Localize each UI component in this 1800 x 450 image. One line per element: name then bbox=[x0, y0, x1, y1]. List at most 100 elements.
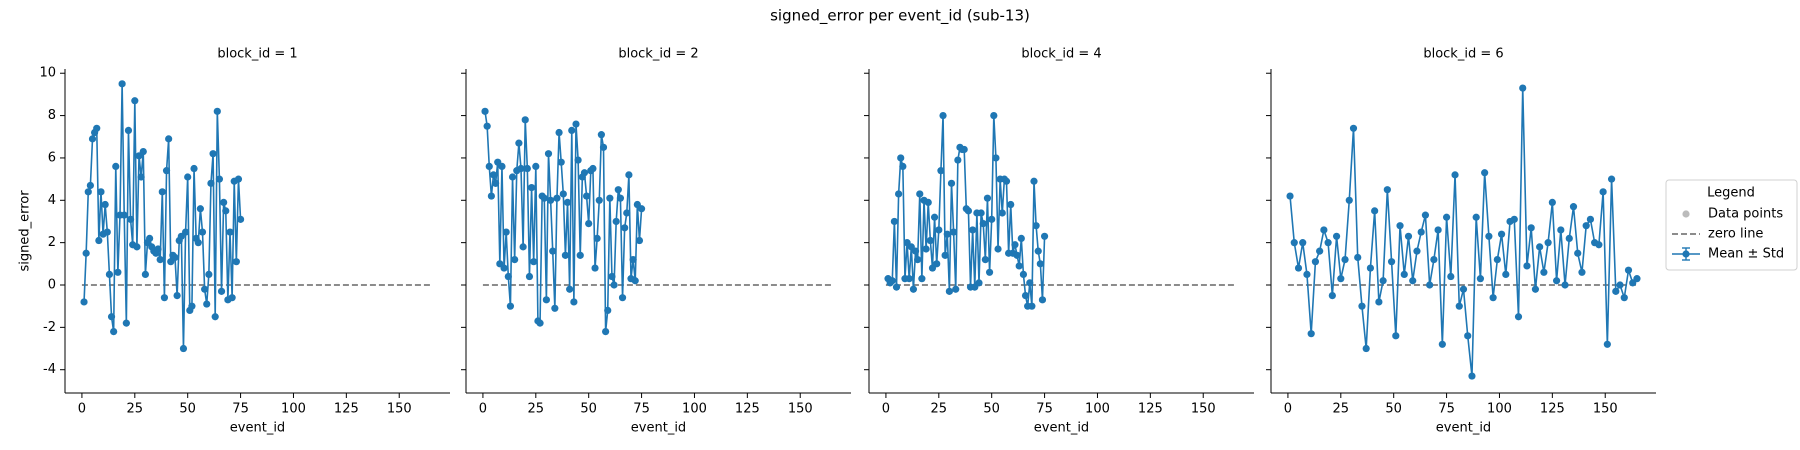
data-point bbox=[1307, 330, 1315, 338]
data-point bbox=[960, 145, 968, 154]
data-point bbox=[950, 228, 958, 236]
data-point bbox=[165, 135, 173, 143]
data-point bbox=[608, 272, 616, 281]
data-point bbox=[1468, 372, 1476, 380]
data-point bbox=[523, 164, 531, 173]
data-point bbox=[126, 215, 135, 223]
data-point bbox=[954, 156, 962, 164]
data-point bbox=[1565, 234, 1573, 243]
data-point bbox=[1375, 298, 1383, 306]
data-point bbox=[899, 162, 907, 171]
data-point bbox=[88, 135, 97, 143]
data-point bbox=[924, 198, 932, 207]
data-point bbox=[1569, 203, 1578, 211]
data-point bbox=[481, 107, 489, 115]
data-point bbox=[222, 207, 230, 215]
data-point bbox=[1002, 177, 1011, 185]
x-tick-label: 0 bbox=[479, 402, 487, 417]
data-point bbox=[1290, 239, 1298, 247]
data-point bbox=[1026, 279, 1034, 287]
data-point bbox=[502, 228, 510, 236]
data-point bbox=[487, 192, 495, 200]
data-point bbox=[1379, 277, 1387, 285]
data-point bbox=[1595, 241, 1603, 249]
data-point bbox=[1489, 294, 1497, 302]
data-point bbox=[101, 200, 109, 209]
data-point bbox=[105, 270, 114, 279]
x-tick-label: 100 bbox=[1085, 402, 1110, 417]
data-point bbox=[107, 313, 116, 321]
data-point bbox=[483, 122, 491, 130]
data-point bbox=[1481, 169, 1489, 177]
data-point bbox=[500, 264, 508, 272]
data-point bbox=[203, 300, 211, 308]
data-point bbox=[215, 175, 224, 183]
data-point bbox=[213, 107, 221, 115]
x-tick-label: 150 bbox=[387, 402, 412, 417]
data-point bbox=[1337, 275, 1345, 283]
data-point bbox=[937, 167, 945, 175]
data-point bbox=[1548, 198, 1556, 207]
x-tick-label: 150 bbox=[788, 402, 813, 417]
data-point bbox=[217, 287, 226, 295]
data-point bbox=[897, 154, 905, 162]
legend-marker bbox=[1682, 250, 1690, 258]
data-point bbox=[1383, 186, 1391, 194]
data-point bbox=[1396, 222, 1404, 230]
data-point bbox=[198, 228, 207, 236]
data-point bbox=[602, 327, 610, 336]
data-point bbox=[118, 80, 126, 88]
data-point bbox=[1417, 228, 1425, 236]
data-point bbox=[983, 194, 992, 202]
data-point bbox=[1021, 291, 1030, 300]
data-point bbox=[1019, 270, 1028, 279]
legend-label: Mean ± Std bbox=[1708, 247, 1784, 262]
x-tick-label: 50 bbox=[580, 402, 597, 417]
data-point bbox=[1320, 226, 1328, 234]
data-point bbox=[1011, 241, 1019, 249]
data-point bbox=[941, 251, 949, 259]
data-point bbox=[549, 247, 557, 255]
data-point bbox=[211, 313, 219, 321]
data-point bbox=[1536, 243, 1544, 251]
x-tick-label: 125 bbox=[1540, 402, 1565, 417]
data-point bbox=[561, 251, 570, 259]
data-point bbox=[190, 164, 198, 173]
data-point bbox=[576, 251, 584, 259]
x-axis-label: event_id bbox=[631, 421, 686, 436]
data-point bbox=[599, 143, 608, 151]
data-point bbox=[542, 296, 550, 304]
data-point bbox=[977, 209, 985, 217]
data-point bbox=[1527, 224, 1535, 232]
data-point bbox=[232, 258, 240, 266]
data-point bbox=[604, 306, 612, 315]
data-point bbox=[990, 111, 998, 120]
data-point bbox=[1371, 207, 1379, 215]
data-point bbox=[1040, 232, 1049, 240]
data-point bbox=[82, 249, 90, 257]
data-point bbox=[485, 162, 493, 171]
data-point bbox=[489, 171, 498, 179]
panel-title: block_id = 6 bbox=[1423, 47, 1503, 62]
data-point bbox=[930, 213, 939, 221]
data-point bbox=[1404, 232, 1413, 240]
data-point bbox=[918, 275, 926, 283]
x-tick-label: 50 bbox=[1385, 402, 1402, 417]
data-point bbox=[979, 219, 987, 228]
data-point bbox=[591, 264, 599, 272]
data-point bbox=[1497, 230, 1506, 238]
data-point bbox=[1036, 260, 1044, 268]
data-point bbox=[1561, 281, 1569, 289]
data-point bbox=[207, 179, 215, 187]
data-point bbox=[188, 302, 196, 310]
data-point bbox=[1015, 262, 1023, 270]
data-point bbox=[606, 194, 614, 202]
data-point bbox=[1442, 213, 1451, 221]
data-point bbox=[582, 192, 591, 200]
data-point bbox=[226, 228, 234, 236]
data-point bbox=[895, 190, 903, 198]
data-point bbox=[525, 272, 534, 281]
data-point bbox=[922, 245, 930, 253]
